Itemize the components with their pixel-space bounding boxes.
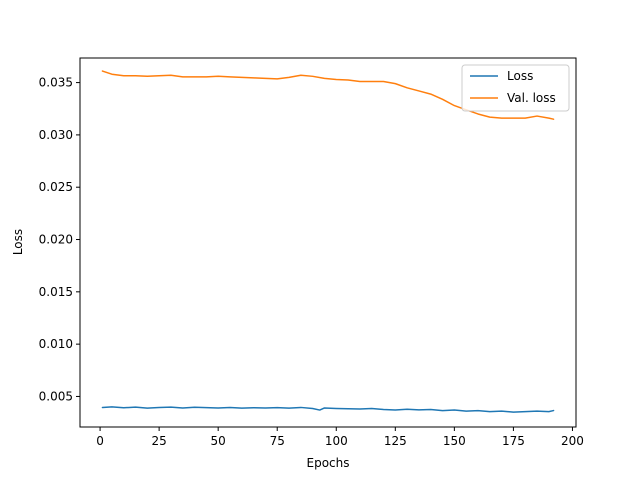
- x-tick-label: 0: [96, 434, 104, 448]
- x-tick-label: 75: [270, 434, 285, 448]
- x-tick-label: 100: [325, 434, 348, 448]
- y-axis-label: Loss: [11, 229, 25, 255]
- y-tick-label: 0.035: [39, 76, 73, 90]
- legend: Loss Val. loss: [462, 65, 569, 111]
- legend-label: Val. loss: [507, 91, 556, 105]
- y-tick-label: 0.010: [39, 337, 73, 351]
- x-tick-label: 125: [384, 434, 407, 448]
- y-tick-label: 0.025: [39, 180, 73, 194]
- legend-label: Loss: [507, 69, 533, 83]
- y-tick-label: 0.015: [39, 285, 73, 299]
- x-axis-label: Epochs: [307, 456, 350, 470]
- x-tick-label: 50: [211, 434, 226, 448]
- x-tick-label: 175: [502, 434, 525, 448]
- y-tick-label: 0.030: [39, 128, 73, 142]
- x-tick-label: 200: [561, 434, 584, 448]
- x-tick-label: 150: [443, 434, 466, 448]
- x-tick-label: 25: [151, 434, 166, 448]
- y-tick-label: 0.005: [39, 389, 73, 403]
- y-tick-label: 0.020: [39, 233, 73, 247]
